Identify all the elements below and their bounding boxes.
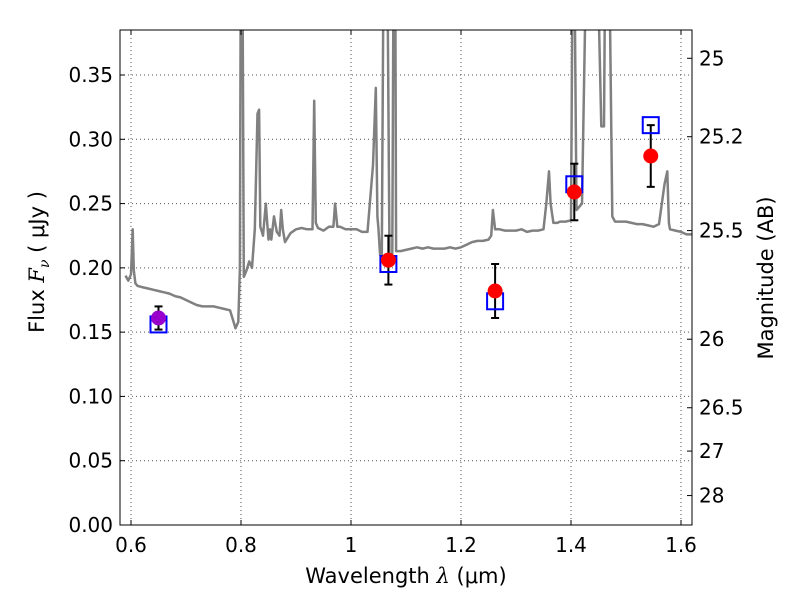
y2-tick-label: 28 xyxy=(699,484,724,508)
y-tick-label: 0.25 xyxy=(68,192,113,216)
y-axis-label-prefix: Flux xyxy=(25,283,49,333)
x-tick-label: 0.6 xyxy=(115,533,147,557)
observed-point-marker xyxy=(566,184,582,200)
observed-point-marker xyxy=(643,148,659,164)
y2-tick-label: 25 xyxy=(699,46,724,70)
y2-axis-label: Magnitude (AB) xyxy=(754,196,778,359)
y-axis-label-symbol: F xyxy=(25,267,49,284)
x-tick-label: 1 xyxy=(345,533,358,557)
y-tick-label: 0.15 xyxy=(68,320,113,344)
plot-background xyxy=(120,30,692,525)
model-square-marker xyxy=(641,116,660,135)
y2-tick-label: 26.5 xyxy=(699,396,744,420)
x-axis-label-suffix: (μm) xyxy=(450,564,507,588)
y2-tick-label: 26 xyxy=(699,327,724,351)
spectrum-line xyxy=(124,30,692,330)
data-layer xyxy=(124,30,692,334)
y-tick-label: 0.35 xyxy=(68,63,113,87)
observed-point-marker xyxy=(487,283,503,299)
y2-tick-label: 27 xyxy=(699,439,724,463)
y-tick-label: 0.30 xyxy=(68,127,113,151)
x-axis-label: Wavelength λ (μm) xyxy=(305,564,506,588)
x-tick-label: 1.4 xyxy=(555,533,587,557)
y-axis-label: Flux Fν ( μJy ) xyxy=(25,191,53,333)
y-tick-label: 0.05 xyxy=(68,449,113,473)
y-tick-label: 0.00 xyxy=(68,513,113,537)
x-tick-label: 0.8 xyxy=(225,533,257,557)
x-tick-label: 1.6 xyxy=(665,533,697,557)
y-tick-label: 0.10 xyxy=(68,384,113,408)
observed-point-marker xyxy=(380,252,396,268)
y-axis-label-suffix: ( μJy ) xyxy=(25,191,49,259)
x-axis-label-symbol: λ xyxy=(436,564,450,588)
y2-tick-label: 25.5 xyxy=(699,219,744,243)
observed-point-marker xyxy=(151,310,166,326)
y-axis-label-subscript: ν xyxy=(37,259,53,268)
ticks: 0.6 0.8 1 1.2 1.4 1.6 0.00 0.05 0.10 0.15 0.20 0.25… xyxy=(68,30,744,557)
x-tick-label: 1.2 xyxy=(445,533,477,557)
y-tick-label: 0.20 xyxy=(68,256,113,280)
plot-frame xyxy=(119,29,693,526)
y2-tick-label: 25.2 xyxy=(699,125,744,149)
x-axis-label-prefix: Wavelength xyxy=(305,564,436,588)
